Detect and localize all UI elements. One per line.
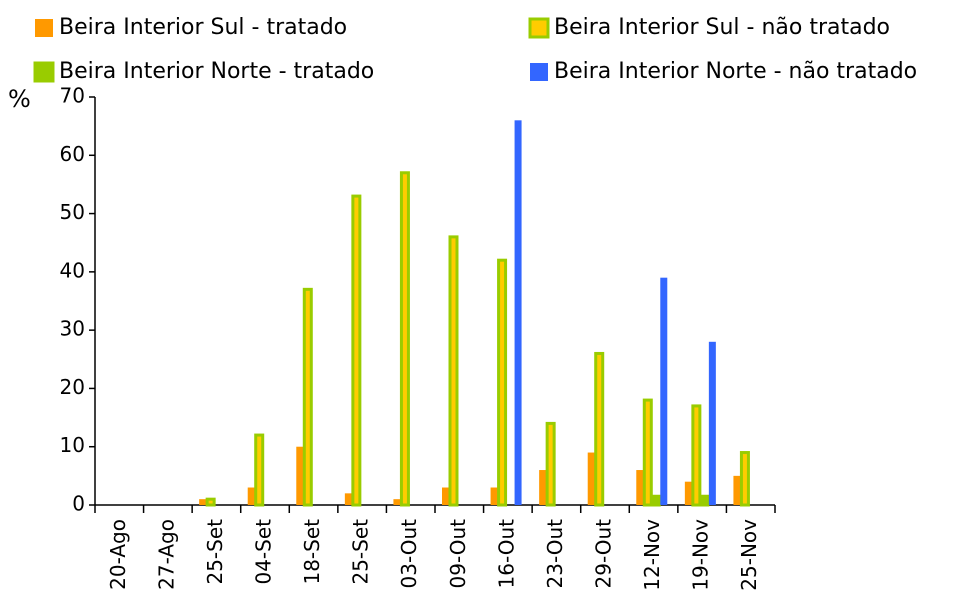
x-tick-label: 25-Nov (737, 519, 761, 591)
bar (247, 487, 255, 505)
x-tick-label: 12-Nov (640, 519, 664, 591)
bar (699, 494, 710, 507)
bar (351, 194, 362, 507)
x-tick-label: 25-Set (349, 519, 373, 585)
bar (636, 470, 644, 505)
bar (708, 341, 716, 505)
y-tick-label: 30 (60, 317, 85, 341)
x-tick-label: 27-Ago (154, 519, 178, 590)
legend-label: Beira Interior Sul - tratado (59, 15, 347, 40)
bar (199, 499, 207, 505)
bar (448, 235, 459, 507)
bar (642, 398, 653, 507)
bar (490, 487, 498, 505)
x-tick-label: 03-Out (397, 519, 421, 589)
bar (733, 475, 741, 505)
legend-label: Beira Interior Norte - não tratado (554, 59, 917, 84)
bar (650, 494, 661, 507)
y-tick-label: 20 (60, 375, 85, 399)
bar (205, 497, 216, 507)
y-axis-label: % (8, 85, 31, 113)
legend-swatch (33, 61, 55, 83)
legend-label: Beira Interior Sul - não tratado (554, 15, 890, 40)
legend-label: Beira Interior Norte - tratado (59, 59, 374, 84)
y-tick-label: 50 (60, 200, 85, 224)
bar (302, 287, 313, 507)
bar (739, 451, 750, 507)
bar (545, 421, 556, 507)
x-tick-label: 23-Out (543, 519, 567, 589)
x-tick-label: 04-Set (252, 519, 276, 585)
x-tick-label: 20-Ago (106, 519, 130, 590)
x-tick-label: 19-Nov (689, 519, 713, 591)
y-tick-label: 0 (72, 492, 85, 516)
x-tick-label: 25-Set (203, 519, 227, 585)
bar (660, 277, 668, 505)
y-tick-label: 70 (60, 84, 85, 108)
bar (684, 481, 692, 505)
legend-swatch (530, 63, 548, 81)
x-tick-label: 09-Out (446, 519, 470, 589)
bar (399, 171, 410, 507)
y-tick-label: 10 (60, 433, 85, 457)
bar (296, 446, 304, 505)
x-tick-label: 29-Out (592, 519, 616, 589)
bar (497, 258, 508, 507)
bar (539, 470, 547, 505)
bar (594, 351, 605, 507)
legend-swatch (35, 19, 53, 37)
bar (691, 404, 702, 507)
bar (587, 452, 595, 505)
x-tick-label: 16-Out (494, 519, 518, 589)
bar (254, 433, 265, 507)
legend-swatch (528, 17, 550, 39)
y-tick-label: 40 (60, 258, 85, 282)
bar (514, 120, 522, 506)
bar (442, 487, 449, 505)
bar (344, 493, 352, 505)
bar (393, 499, 401, 505)
y-tick-label: 60 (60, 142, 85, 166)
x-tick-label: 18-Set (300, 519, 324, 585)
